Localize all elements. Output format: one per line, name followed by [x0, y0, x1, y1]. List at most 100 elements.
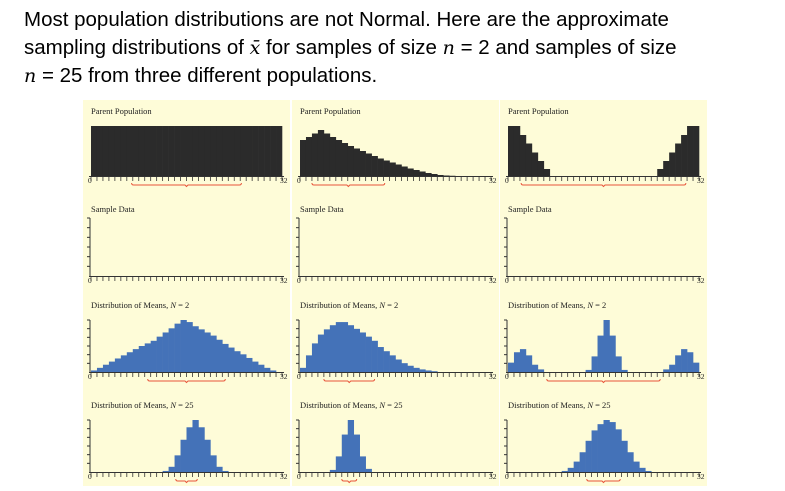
histogram-bar — [598, 424, 604, 472]
histogram-bar — [324, 329, 330, 372]
x-tick-label: 0 — [297, 472, 301, 481]
histogram-bar — [681, 135, 687, 176]
histogram-bar — [252, 126, 258, 176]
histogram-bar — [97, 126, 103, 176]
histogram-bar — [175, 324, 181, 372]
plot-title: Parent Population — [508, 106, 569, 116]
histogram-bar — [580, 452, 586, 472]
plot-title: Distribution of Means, N = 25 — [91, 400, 194, 410]
histogram-bar — [390, 355, 396, 372]
histogram-bar — [526, 144, 532, 177]
histogram-bar — [133, 349, 139, 372]
plot-title: Parent Population — [91, 106, 152, 116]
histogram-bar — [360, 456, 366, 472]
histogram-bar — [360, 332, 366, 372]
x-tick-label: 32 — [489, 276, 497, 285]
histogram-bar — [318, 335, 324, 372]
x-tick-label: 0 — [88, 472, 92, 481]
histogram-bar — [615, 356, 621, 372]
histogram-bar — [342, 143, 348, 176]
histogram-bar — [615, 429, 621, 472]
spread-bracket — [587, 479, 620, 483]
histogram-bar — [645, 471, 651, 472]
histogram-bar — [627, 452, 633, 472]
histogram-bar — [246, 358, 252, 372]
histogram-bar — [127, 126, 133, 176]
histogram-bar — [437, 175, 443, 176]
histogram-bar — [240, 354, 246, 372]
plot-title: Distribution of Means, N = 2 — [300, 300, 398, 310]
histogram-bar — [348, 420, 354, 472]
histogram-bar — [181, 320, 187, 372]
histogram-bar — [336, 322, 342, 372]
histogram-bar — [306, 137, 312, 176]
histogram-bar — [234, 351, 240, 372]
histogram-bar — [127, 352, 133, 372]
histogram-bar — [198, 427, 204, 472]
x-tick-label: 32 — [697, 372, 705, 381]
heading-line-1: Most population distributions are not No… — [24, 8, 669, 31]
histogram-bar — [604, 320, 610, 372]
histogram-bar — [562, 471, 568, 472]
histogram-bar — [407, 169, 413, 177]
histogram-bar — [508, 363, 514, 372]
plot-title: Parent Population — [300, 106, 361, 116]
x-tick-label: 0 — [505, 176, 509, 185]
histogram-bar — [419, 172, 425, 177]
histogram-bar — [396, 360, 402, 372]
histogram-bar — [413, 170, 419, 176]
histogram-bar — [306, 355, 312, 372]
heading-text: = 2 and samples of size — [455, 36, 677, 59]
plot-title: Sample Data — [508, 204, 552, 214]
n-symbol: n — [24, 65, 36, 87]
histogram-bar — [300, 368, 306, 372]
histogram-bar — [216, 340, 222, 372]
histogram-bar — [419, 369, 425, 372]
histogram-bar — [222, 344, 228, 372]
histogram-bar — [633, 462, 639, 472]
histogram-bar — [187, 126, 193, 176]
histogram-bar — [372, 156, 378, 176]
histogram-bar — [175, 455, 181, 472]
histogram-bar — [336, 456, 342, 472]
spread-bracket — [342, 479, 357, 483]
heading-text: sampling distributions of — [24, 36, 250, 59]
histogram-bar — [604, 420, 610, 472]
histogram-bar — [270, 126, 276, 176]
histogram-bar — [401, 167, 407, 177]
histogram-bar — [378, 159, 384, 177]
histogram-bar — [693, 126, 699, 176]
histogram-bar — [91, 370, 97, 372]
x-tick-label: 32 — [280, 472, 288, 481]
histogram-bar — [240, 126, 246, 176]
histogram-bar — [318, 130, 324, 176]
histogram-bar — [348, 146, 354, 176]
x-tick-label: 32 — [489, 176, 497, 185]
histogram-bar — [586, 441, 592, 472]
histogram-bar — [390, 163, 396, 177]
plot-title: Distribution of Means, N = 25 — [508, 400, 611, 410]
histogram-bar — [336, 140, 342, 176]
histogram-bar — [270, 370, 276, 372]
x-tick-label: 0 — [297, 276, 301, 285]
histogram-bar — [384, 161, 390, 177]
histogram-bar — [431, 371, 437, 372]
histogram-bar — [372, 341, 378, 372]
histogram-bar — [192, 326, 198, 372]
histogram-bar — [103, 126, 109, 176]
histogram-bar — [139, 346, 145, 372]
histogram-bar — [532, 365, 538, 372]
histogram-bar — [574, 462, 580, 472]
histogram-bar — [568, 468, 574, 472]
histogram-bar — [538, 369, 544, 372]
histogram-bar — [514, 126, 520, 176]
histogram-bar — [621, 441, 627, 472]
histogram-bar — [187, 322, 193, 372]
